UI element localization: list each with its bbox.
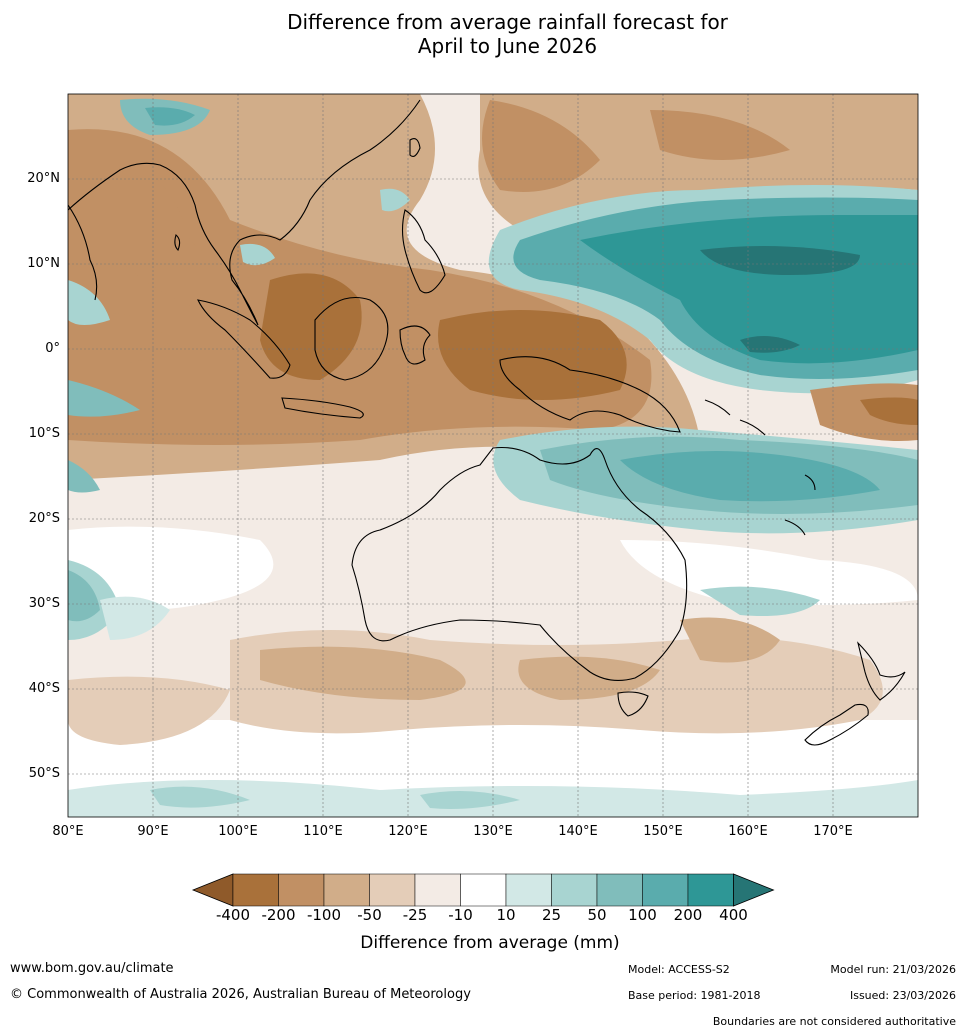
colorbar-tick-label: -100 — [306, 906, 342, 924]
longitude-label: 110°E — [303, 824, 343, 839]
colorbar-tick-label: 25 — [541, 906, 562, 924]
title-line-1: Difference from average rainfall forecas… — [287, 10, 728, 34]
new-zealand-north — [857, 641, 906, 701]
longitude-label: 160°E — [728, 824, 768, 839]
longitude-label: 150°E — [643, 824, 683, 839]
colorbar-swatch — [278, 873, 325, 907]
rainfall-field — [68, 94, 918, 817]
colorbar-swatch — [232, 873, 279, 907]
colorbar-tick-label: 10 — [496, 906, 516, 924]
colorbar-tick-label: 50 — [587, 906, 607, 924]
title-line-2: April to June 2026 — [417, 34, 598, 58]
india-coast — [68, 204, 98, 301]
solomon-islands — [704, 399, 766, 436]
latitude-label: 0° — [45, 341, 60, 356]
java-coast — [281, 397, 364, 419]
australia-coast — [351, 446, 688, 681]
sri-lanka-coast — [174, 234, 181, 251]
sumatra-coast — [197, 299, 291, 379]
new-zealand-south — [804, 703, 869, 746]
model-run-date: Model run: 21/03/2026 — [830, 963, 956, 976]
graticule — [68, 94, 918, 817]
colorbar-tick-label: 200 — [673, 906, 703, 924]
colorbar-tick-label: -25 — [402, 906, 428, 924]
colorbar-title: Difference from average (mm) — [360, 933, 620, 953]
longitude-label: 170°E — [813, 824, 853, 839]
vanuatu-fiji — [784, 474, 816, 536]
longitude-label: 80°E — [52, 824, 84, 839]
colorbar-tick-label: 400 — [719, 906, 748, 924]
latitude-label: 50°S — [28, 766, 60, 781]
colorbar-swatch — [460, 873, 507, 907]
latitude-label: 10°N — [27, 256, 60, 271]
colorbar-extend-low — [191, 873, 234, 907]
latitude-label: 20°S — [28, 511, 60, 526]
longitude-label: 90°E — [137, 824, 169, 839]
borneo-coast — [314, 296, 389, 381]
philippines-coast — [401, 209, 446, 294]
colorbar-tick-label: -10 — [448, 906, 473, 924]
website-link[interactable]: www.bom.gov.au/climate — [10, 961, 174, 976]
tasmania-coast — [617, 691, 649, 717]
colorbar-tick-label: -50 — [357, 906, 382, 924]
colorbar-extend-high — [733, 873, 775, 907]
colorbar-swatch — [687, 873, 734, 907]
colorbar-swatch — [642, 873, 689, 907]
base-period: Base period: 1981-2018 — [628, 989, 761, 1002]
colorbar-tick-label: -200 — [261, 906, 296, 924]
longitude-label: 120°E — [388, 824, 428, 839]
new-guinea-coast — [499, 356, 681, 433]
coastlines — [68, 99, 906, 746]
latitude-label: 30°S — [28, 596, 60, 611]
copyright-text: © Commonwealth of Australia 2026, Austra… — [10, 987, 471, 1002]
boundaries-disclaimer: Boundaries are not considered authoritat… — [712, 1015, 956, 1028]
colorbar-swatch — [596, 873, 643, 907]
colorbar-swatch — [505, 873, 552, 907]
longitude-label: 140°E — [558, 824, 598, 839]
colorbar-swatch — [323, 873, 370, 907]
colorbar-swatch — [369, 873, 416, 907]
colorbar — [191, 873, 775, 907]
longitude-label: 130°E — [473, 824, 513, 839]
latitude-label: 10°S — [28, 426, 60, 441]
issued-date: Issued: 23/03/2026 — [849, 989, 956, 1002]
colorbar-swatch — [551, 873, 598, 907]
sulawesi-coast — [399, 325, 431, 365]
mainland-asia-coast — [68, 99, 421, 326]
longitude-label: 100°E — [218, 824, 258, 839]
colorbar-tick-label: -400 — [215, 906, 251, 924]
colorbar-tick-label: 100 — [628, 906, 657, 924]
map-title: Difference from average rainfall forecas… — [0, 10, 965, 58]
latitude-label: 20°N — [27, 171, 60, 186]
model-name: Model: ACCESS-S2 — [628, 963, 730, 976]
map-frame — [67, 93, 919, 818]
taiwan-coast — [409, 138, 421, 157]
latitude-label: 40°S — [28, 681, 60, 696]
colorbar-swatch — [414, 873, 461, 907]
